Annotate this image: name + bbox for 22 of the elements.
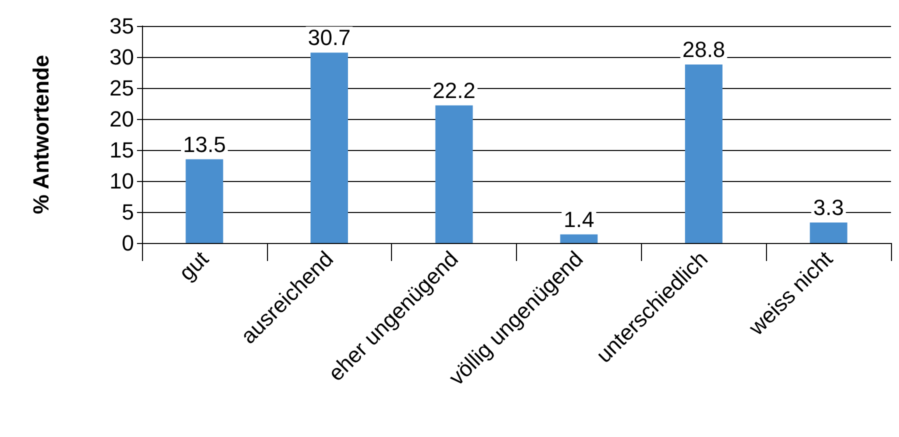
data-label: 28.8: [682, 36, 726, 62]
bar: [186, 159, 224, 243]
data-label: 30.7: [308, 25, 351, 50]
y-tick-label: 20: [110, 106, 134, 132]
bar: [435, 105, 473, 243]
data-label: 1.4: [564, 206, 594, 232]
y-tick-label: 10: [110, 168, 134, 194]
y-tick-label: 35: [110, 14, 134, 38]
y-tick-label: 0: [122, 230, 134, 256]
y-tick-label: 5: [122, 200, 134, 224]
bar: [810, 222, 848, 243]
y-tick-label: 15: [110, 138, 134, 162]
data-label: 3.3: [813, 195, 844, 220]
x-tick-label: gut: [174, 246, 214, 286]
bar: [685, 64, 722, 243]
data-label: 13.5: [183, 132, 226, 157]
data-label: 22.2: [432, 78, 476, 103]
bar: [560, 234, 598, 243]
y-tick-label: 25: [110, 76, 134, 100]
y-tick-label: 30: [110, 44, 134, 70]
bar: [310, 52, 348, 243]
y-axis-title: % Antwortende: [28, 54, 54, 214]
